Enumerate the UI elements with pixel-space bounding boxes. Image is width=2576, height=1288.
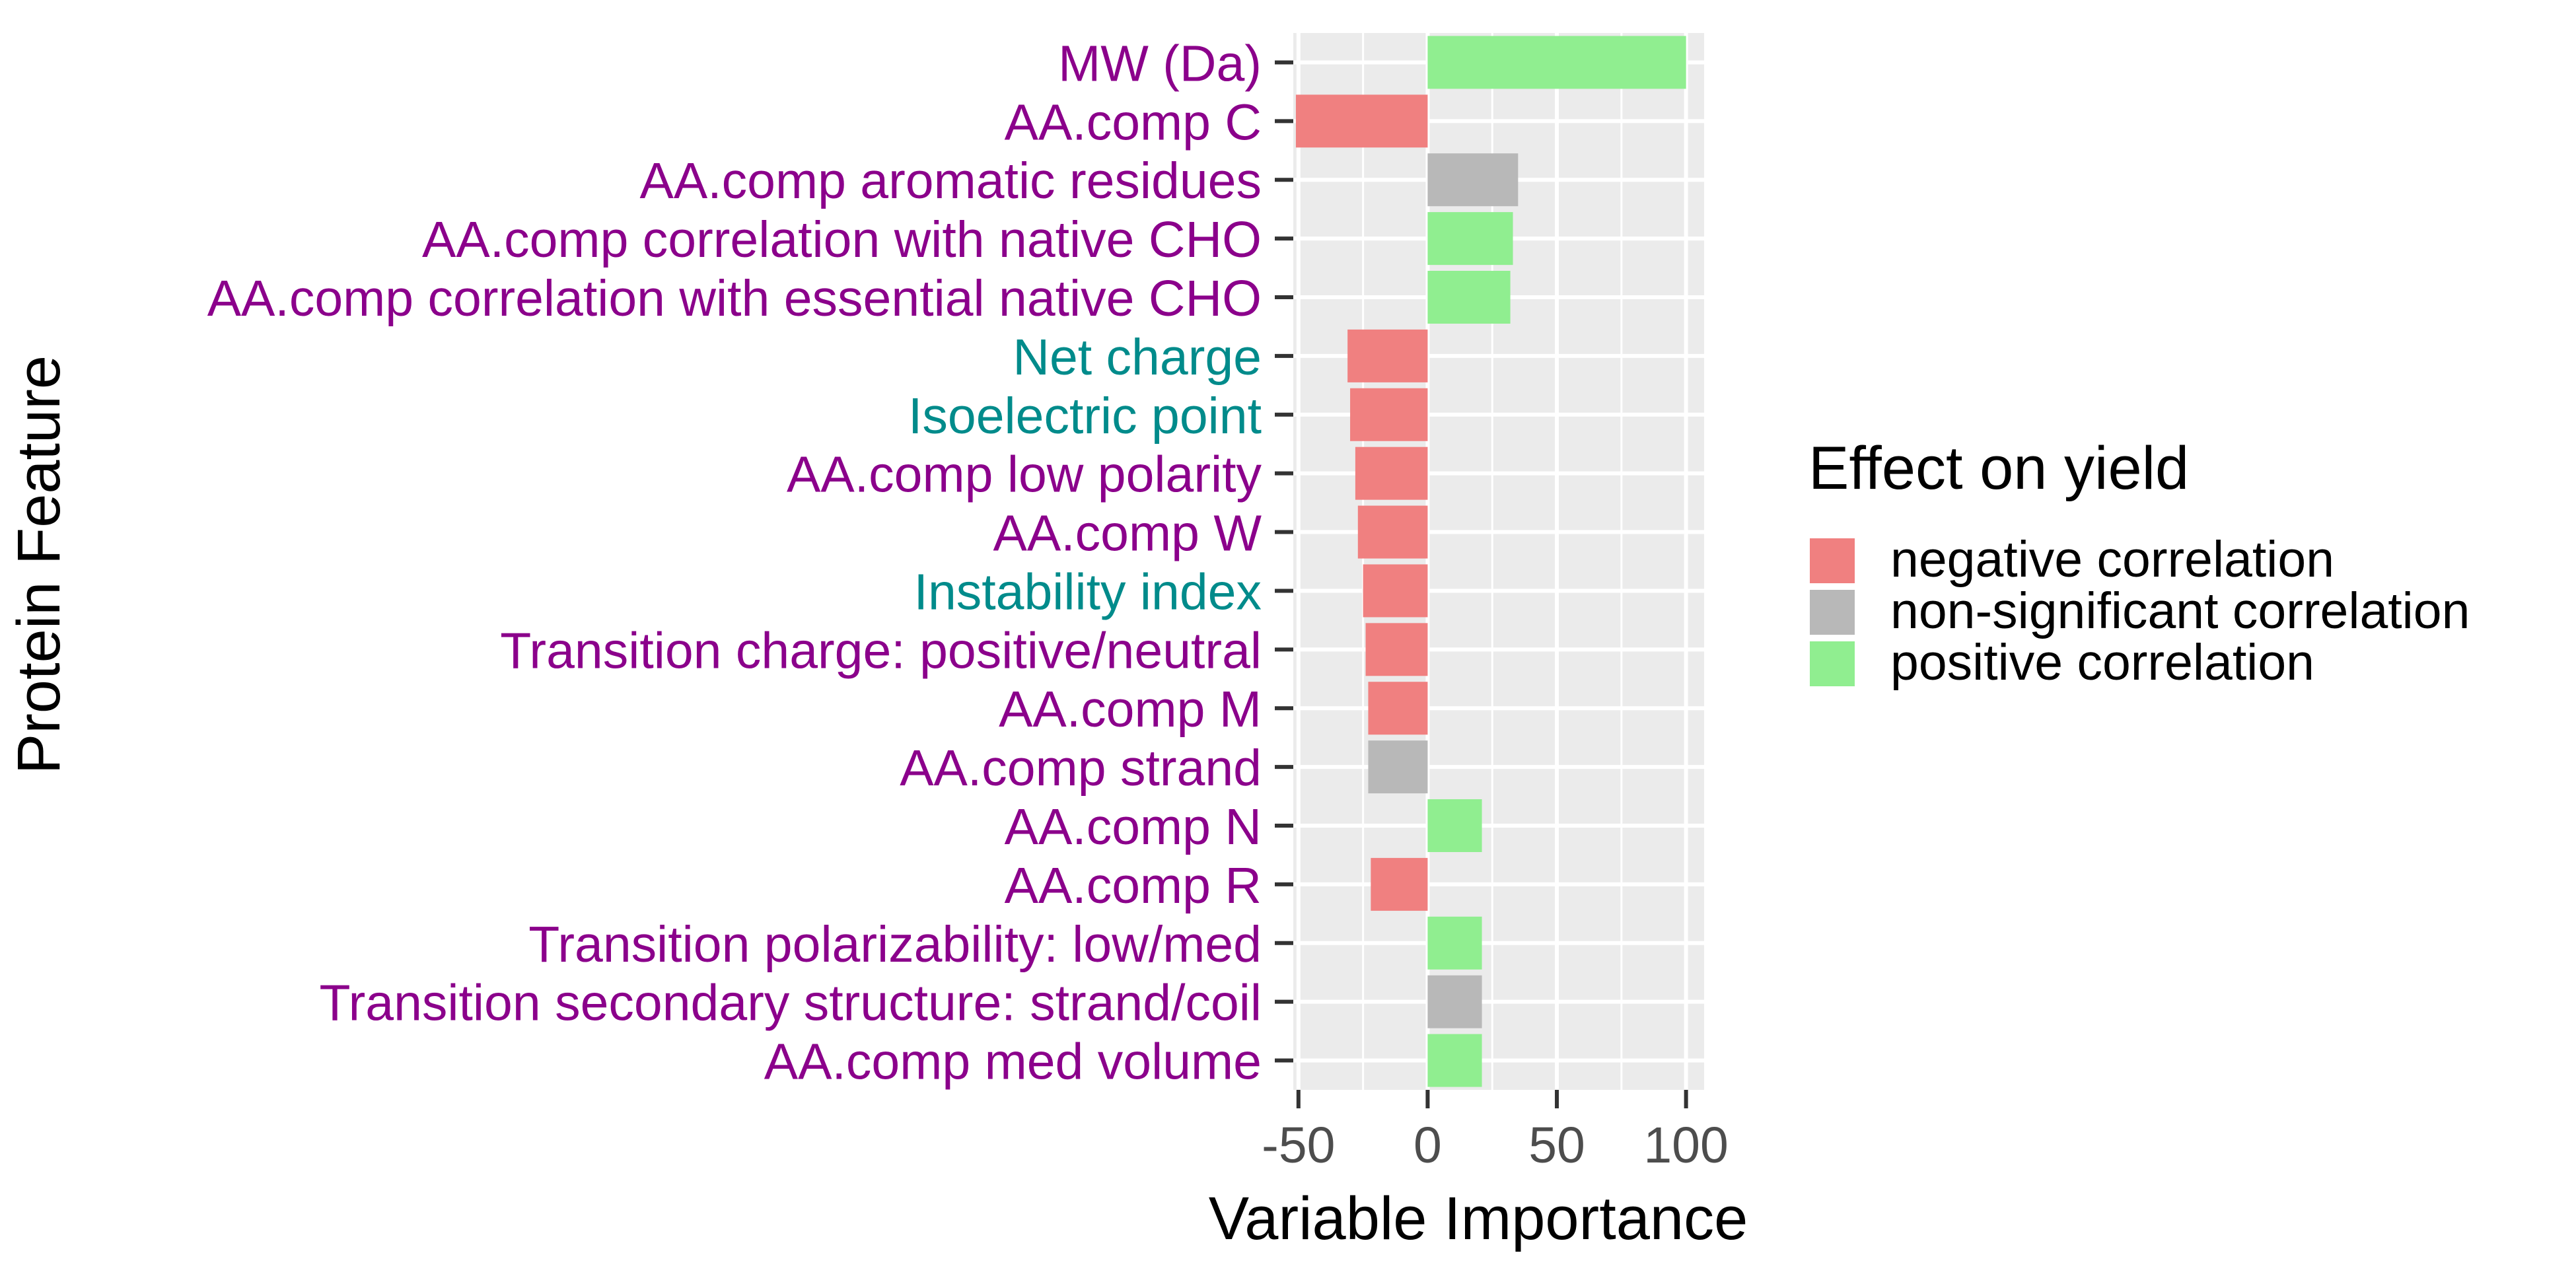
y-tick-label: Instability index xyxy=(914,563,1262,620)
bar xyxy=(1427,36,1686,89)
y-tick-label: Transition secondary structure: strand/c… xyxy=(319,975,1262,1032)
x-axis-title: Variable Importance xyxy=(1209,1185,1748,1252)
y-tick-label: Transition charge: positive/neutral xyxy=(500,622,1262,679)
minor-gridlines xyxy=(1362,33,1623,1090)
x-tick-label: -50 xyxy=(1262,1117,1335,1174)
bar xyxy=(1295,94,1428,148)
legend-label: negative correlation xyxy=(1890,531,2334,588)
y-tick-label: AA.comp N xyxy=(1005,799,1262,855)
bar xyxy=(1427,975,1482,1028)
y-tick-label: Net charge xyxy=(1013,329,1262,386)
bar xyxy=(1365,623,1428,676)
y-tick-label: AA.comp correlation with native CHO xyxy=(422,211,1262,268)
y-tick-label: AA.comp C xyxy=(1005,94,1262,151)
legend-title: Effect on yield xyxy=(1808,435,2189,502)
bars-group xyxy=(1295,36,1686,1087)
y-tick-label: MW (Da) xyxy=(1058,35,1262,92)
bar xyxy=(1347,329,1428,382)
y-tick-label: AA.comp aromatic residues xyxy=(640,153,1262,209)
y-axis-tick-labels: MW (Da)AA.comp CAA.comp aromatic residue… xyxy=(207,35,1262,1090)
y-axis-ticks xyxy=(1275,60,1293,1063)
y-tick-label: Isoelectric point xyxy=(908,388,1262,445)
legend-key xyxy=(1810,590,1855,635)
bar xyxy=(1427,799,1482,852)
bar xyxy=(1427,916,1482,970)
bar xyxy=(1371,857,1428,911)
bar xyxy=(1427,271,1511,324)
y-tick-label: AA.comp strand xyxy=(900,740,1262,797)
bar xyxy=(1368,682,1428,735)
bar xyxy=(1368,740,1428,794)
y-tick-label: AA.comp med volume xyxy=(764,1034,1262,1091)
bar xyxy=(1350,388,1428,441)
bar xyxy=(1363,564,1428,618)
x-axis-ticks xyxy=(1296,1090,1688,1108)
y-tick-label: AA.comp correlation with essential nativ… xyxy=(207,270,1262,327)
y-tick-label: Transition polarizability: low/med xyxy=(528,916,1262,973)
bar xyxy=(1355,447,1428,500)
y-tick-label: AA.comp W xyxy=(993,505,1262,562)
y-axis-title: Protein Feature xyxy=(5,355,73,774)
bar xyxy=(1427,153,1519,207)
legend-key xyxy=(1810,538,1855,583)
y-tick-label: AA.comp R xyxy=(1005,857,1262,914)
bar xyxy=(1357,505,1428,559)
legend: Effect on yield negative correlationnon-… xyxy=(1808,435,2470,691)
bar xyxy=(1427,1034,1482,1087)
plot-panel xyxy=(1293,33,1704,1090)
y-tick-label: AA.comp M xyxy=(999,681,1262,738)
x-tick-label: 0 xyxy=(1413,1117,1442,1174)
bar xyxy=(1427,212,1513,266)
x-tick-label: 50 xyxy=(1528,1117,1585,1174)
x-tick-label: 100 xyxy=(1643,1117,1728,1174)
legend-key xyxy=(1810,641,1855,686)
legend-label: non-significant correlation xyxy=(1890,583,2470,639)
x-axis-tick-labels: -50 0 50 100 xyxy=(1262,1117,1729,1174)
legend-label: positive correlation xyxy=(1890,634,2314,691)
y-tick-label: AA.comp low polarity xyxy=(787,447,1262,503)
